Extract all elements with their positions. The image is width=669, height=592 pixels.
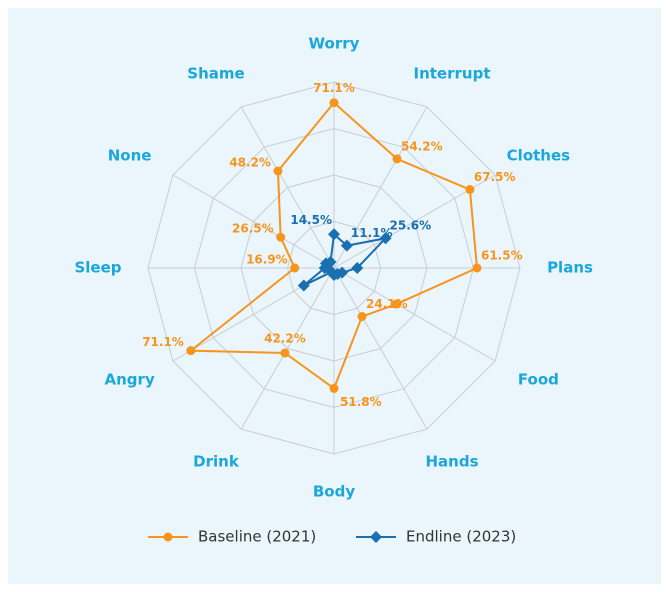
marker <box>328 228 340 241</box>
spoke <box>240 267 335 430</box>
category-label: Angry <box>105 371 155 389</box>
value-label: 16.9% <box>246 253 288 267</box>
legend-label: Endline (2023) <box>406 528 516 546</box>
category-label: Food <box>518 371 559 389</box>
marker <box>329 383 339 393</box>
marker <box>392 154 402 164</box>
value-label: 42.2% <box>264 331 306 345</box>
category-label: Shame <box>187 65 244 83</box>
marker <box>465 185 475 195</box>
value-label: 61.5% <box>481 249 523 263</box>
marker <box>472 263 482 273</box>
marker <box>276 232 286 242</box>
spoke <box>240 106 335 269</box>
value-label: 71.1% <box>142 335 184 349</box>
value-label: 71.1% <box>313 81 355 95</box>
value-label: 24.1% <box>366 297 408 311</box>
legend-label: Baseline (2021) <box>198 528 316 546</box>
value-label: 67.5% <box>474 170 516 184</box>
value-label: 48.2% <box>229 155 271 169</box>
marker <box>351 262 364 274</box>
category-label: Plans <box>547 259 593 277</box>
marker <box>379 232 392 245</box>
value-label: 51.8% <box>340 395 382 409</box>
category-label: Hands <box>425 452 478 470</box>
category-label: None <box>108 147 152 165</box>
marker <box>297 279 310 292</box>
marker <box>324 255 337 268</box>
marker <box>391 299 401 309</box>
category-label: Sleep <box>74 259 121 277</box>
value-label: 25.6% <box>390 219 432 233</box>
category-label: Drink <box>193 452 240 470</box>
value-label: 14.5% <box>290 213 332 227</box>
spoke <box>333 267 428 430</box>
spoke <box>333 106 428 269</box>
spoke <box>333 267 496 362</box>
spoke <box>172 174 335 269</box>
marker <box>186 346 196 356</box>
value-label: 54.2% <box>401 139 443 153</box>
value-label: 26.5% <box>232 222 274 236</box>
marker <box>357 312 367 322</box>
marker <box>290 263 300 273</box>
category-label: Worry <box>309 35 360 53</box>
marker <box>340 239 353 252</box>
category-label: Clothes <box>507 147 570 165</box>
legend-marker <box>370 531 382 543</box>
marker <box>329 98 339 108</box>
marker <box>280 348 290 358</box>
category-label: Interrupt <box>414 65 491 83</box>
marker <box>273 166 283 176</box>
legend-marker <box>163 532 173 542</box>
category-label: Body <box>313 483 355 501</box>
